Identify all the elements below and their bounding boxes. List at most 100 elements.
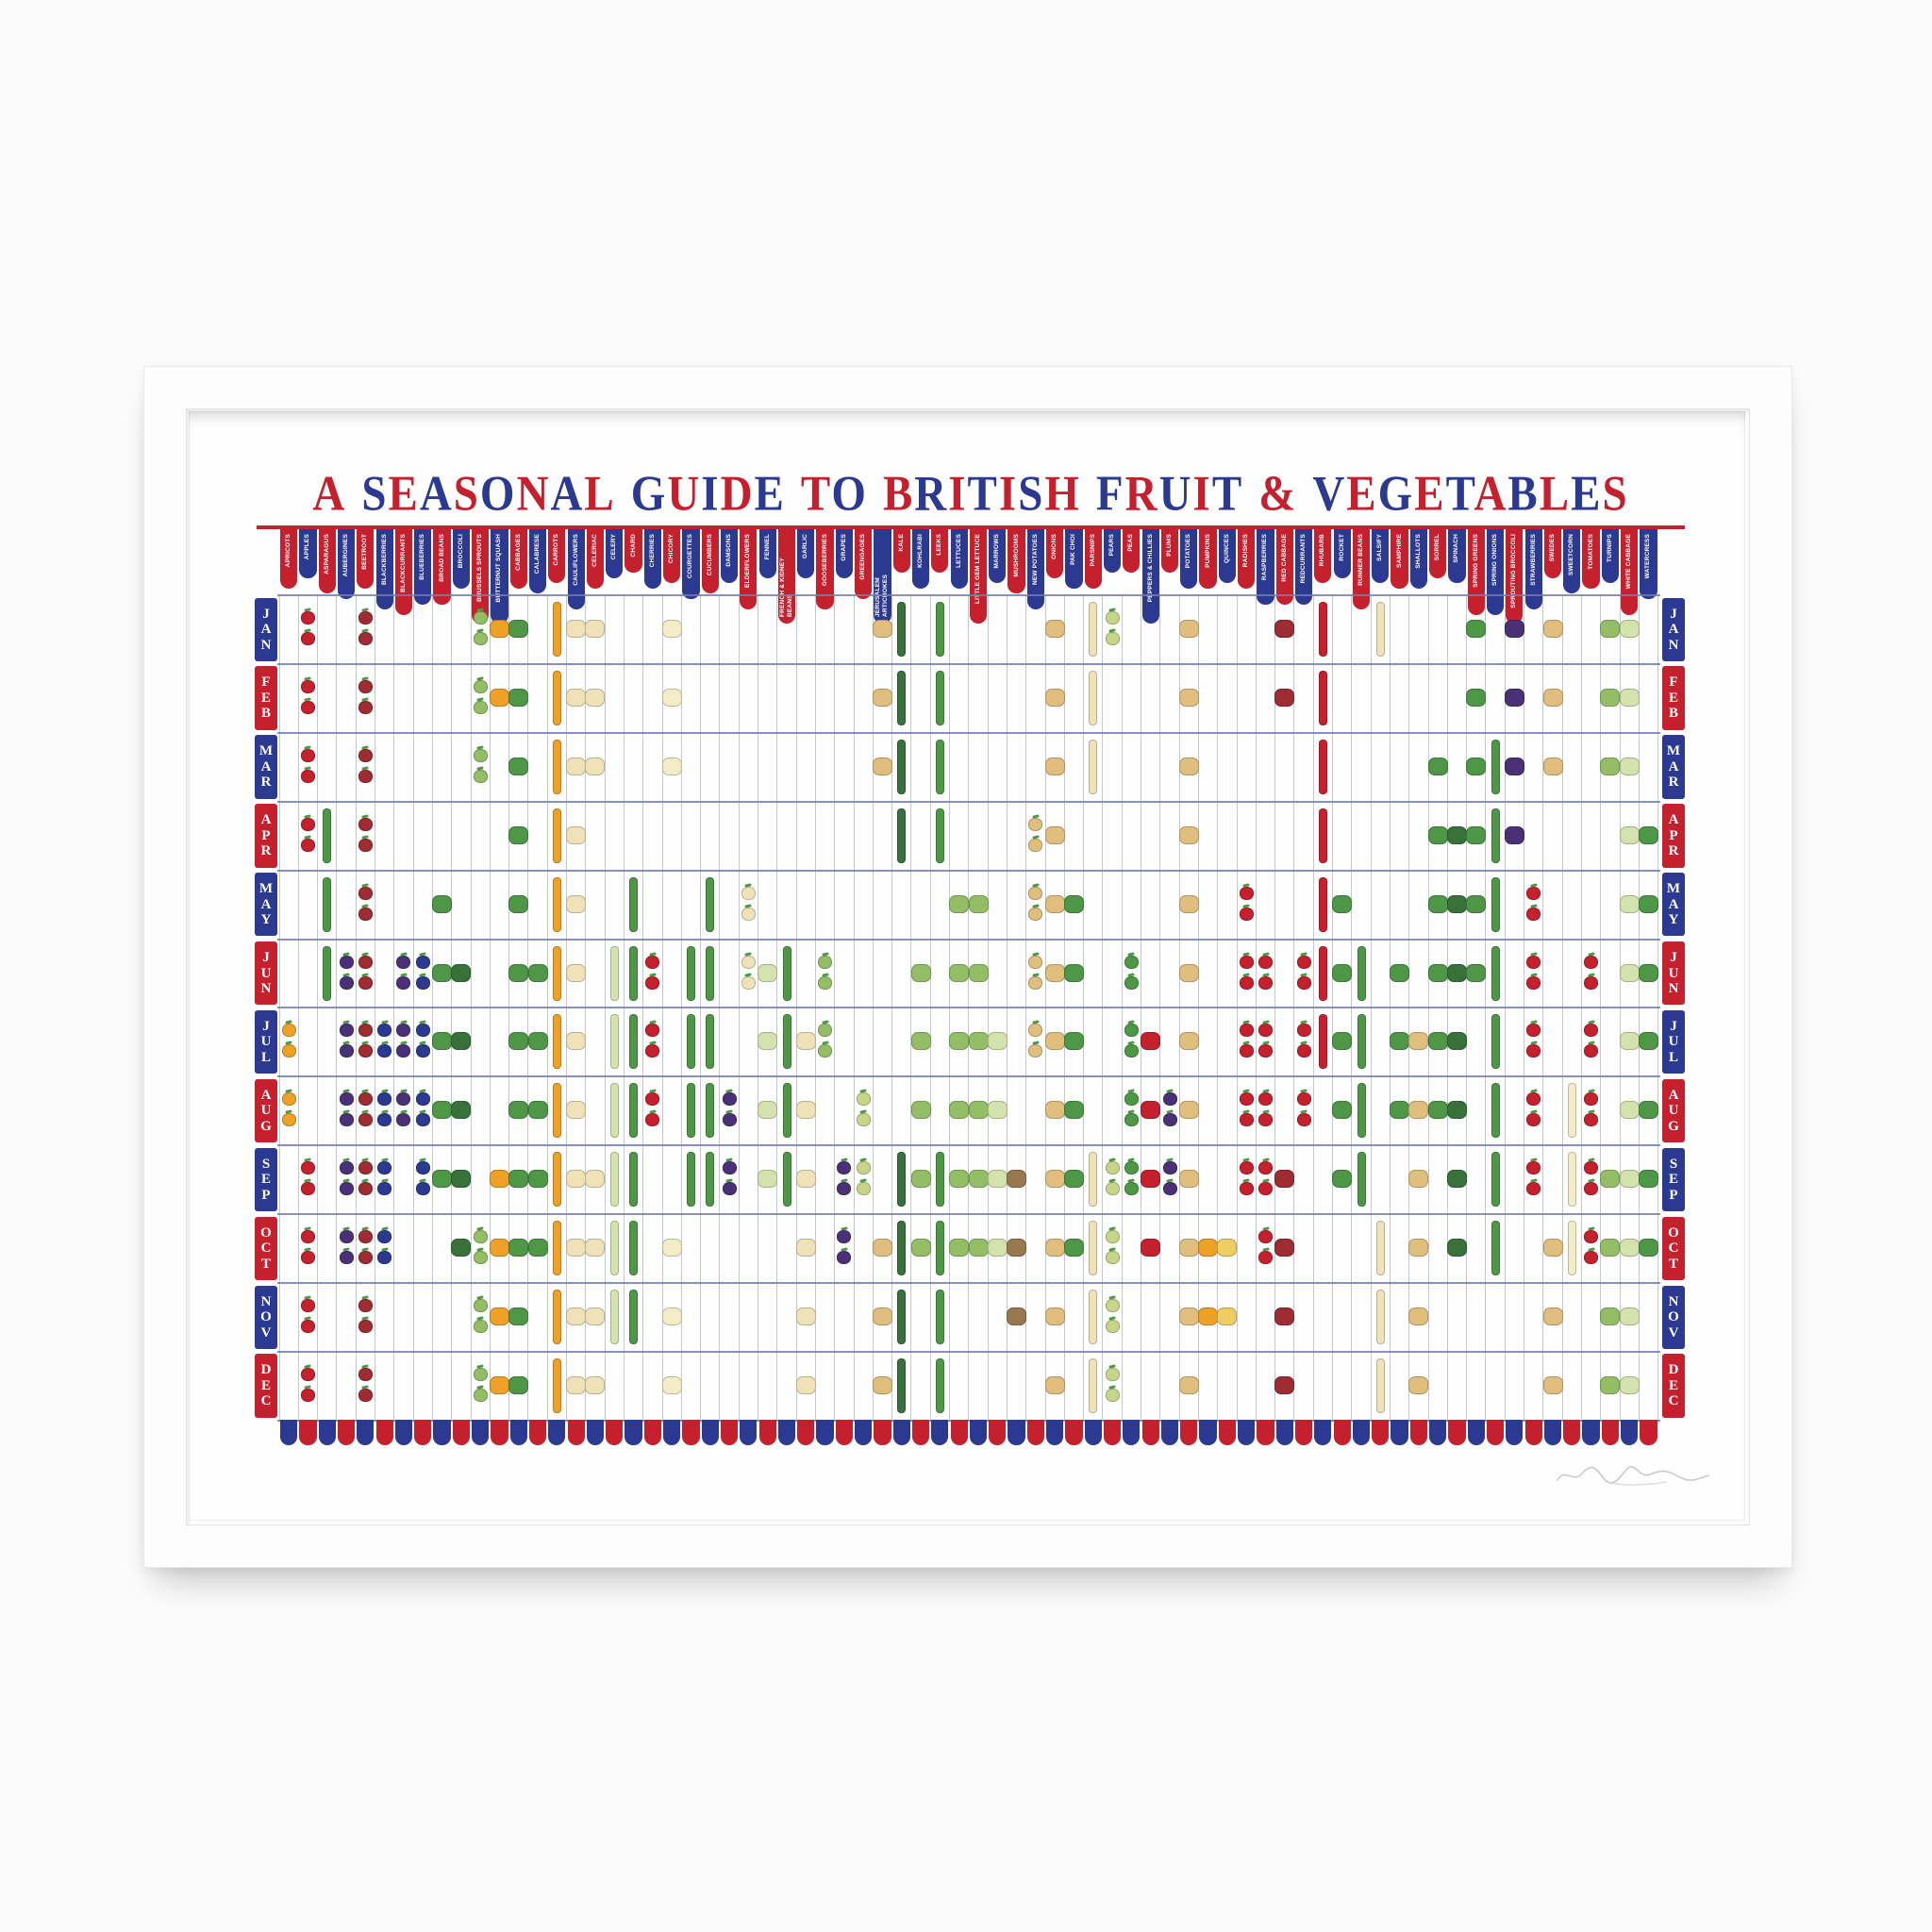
title-letter: V bbox=[1312, 466, 1347, 522]
season-icon bbox=[1584, 1251, 1599, 1265]
produce-ribbon-label: NEW POTATOES bbox=[1031, 534, 1039, 586]
month-letter: D bbox=[260, 1362, 272, 1378]
season-icon bbox=[1105, 632, 1120, 645]
month-letter: U bbox=[1668, 1034, 1679, 1050]
season-icon bbox=[527, 1239, 548, 1257]
season-icon bbox=[451, 1101, 472, 1120]
season-icon bbox=[1466, 688, 1487, 707]
produce-ribbon: WATERCRESS bbox=[1640, 529, 1657, 599]
season-icon bbox=[609, 1014, 619, 1070]
season-icon bbox=[1332, 1101, 1353, 1120]
produce-ribbon: CUCUMBERS bbox=[701, 529, 719, 594]
produce-ribbon-label: RUNNER BEANS bbox=[1357, 534, 1364, 586]
produce-ribbon: GOOSEBERRIES bbox=[816, 529, 834, 610]
scallop-nub bbox=[797, 1419, 815, 1445]
season-icon bbox=[585, 620, 606, 638]
title-letter: E bbox=[1414, 466, 1446, 522]
season-icon bbox=[686, 1152, 695, 1208]
season-icon bbox=[1274, 620, 1295, 638]
season-icon bbox=[566, 1101, 587, 1120]
season-icon bbox=[1408, 1101, 1429, 1120]
scallop-nub bbox=[394, 1419, 413, 1445]
produce-ribbon-label: WATERCRESS bbox=[1644, 534, 1652, 579]
produce-ribbon: SALSIFY bbox=[1372, 529, 1390, 584]
season-icon bbox=[758, 1032, 778, 1051]
produce-ribbon-label: PUMPKINS bbox=[1204, 534, 1211, 568]
season-icon bbox=[1044, 894, 1065, 913]
season-icon bbox=[1239, 955, 1254, 969]
season-icon bbox=[473, 679, 488, 693]
month-letter: S bbox=[1669, 1156, 1678, 1172]
produce-ribbon-label: BLACKBERRIES bbox=[380, 534, 388, 586]
season-icon bbox=[585, 1375, 606, 1394]
month-letter: O bbox=[1668, 1224, 1679, 1241]
season-icon bbox=[1178, 894, 1199, 913]
season-icon bbox=[1491, 945, 1500, 1001]
season-icon bbox=[1504, 620, 1524, 638]
produce-ribbon: SORREL bbox=[1429, 529, 1447, 578]
title-letter: A bbox=[550, 466, 585, 522]
month-letter: U bbox=[1668, 965, 1679, 981]
season-icon bbox=[856, 1182, 871, 1196]
season-icon bbox=[1028, 907, 1043, 921]
season-icon bbox=[1258, 1113, 1273, 1127]
month-letter: T bbox=[1668, 1256, 1678, 1272]
season-icon bbox=[1296, 1044, 1311, 1058]
month-letter: F bbox=[1669, 675, 1678, 691]
grid-hline bbox=[277, 1213, 1660, 1216]
season-icon bbox=[1447, 825, 1467, 844]
scallop-nub bbox=[1257, 1419, 1274, 1445]
produce-ribbon-label: GREENGAGES bbox=[859, 534, 867, 580]
season-icon bbox=[661, 757, 682, 775]
produce-ribbon-label: TURNIPS bbox=[1606, 534, 1613, 562]
month-letter: Y bbox=[260, 912, 272, 928]
season-icon bbox=[795, 1239, 816, 1257]
scallop-nub bbox=[318, 1419, 336, 1445]
season-icon bbox=[935, 1357, 944, 1413]
season-icon bbox=[935, 739, 944, 794]
produce-ribbon: LEEKS bbox=[931, 529, 949, 573]
month-letter: U bbox=[260, 1103, 272, 1119]
season-icon bbox=[897, 808, 907, 863]
season-icon bbox=[1178, 1375, 1199, 1394]
produce-ribbon: SPROUTING BROCCOLI bbox=[1506, 529, 1524, 624]
produce-ribbon: ONIONS bbox=[1046, 529, 1064, 578]
season-icon bbox=[1296, 975, 1311, 990]
season-icon bbox=[1427, 825, 1448, 844]
produce-ribbon: PARSNIPS bbox=[1084, 529, 1102, 589]
produce-ribbon-label: MUSHROOMS bbox=[1012, 534, 1020, 577]
produce-ribbon-label: MARROWS bbox=[993, 534, 1001, 569]
scallop-nub bbox=[1601, 1419, 1619, 1445]
season-icon bbox=[473, 1367, 488, 1381]
title-letter: A bbox=[1474, 466, 1508, 522]
season-icon bbox=[686, 1083, 695, 1139]
season-icon bbox=[949, 1101, 970, 1120]
season-icon bbox=[1089, 739, 1098, 794]
season-icon bbox=[897, 670, 907, 725]
title-letter: B bbox=[882, 466, 915, 522]
season-icon bbox=[1357, 1014, 1366, 1070]
produce-ribbon: RED CABBAGE bbox=[1275, 529, 1293, 605]
produce-ribbon: APPLES bbox=[299, 529, 317, 578]
season-icon bbox=[473, 632, 488, 645]
season-icon bbox=[1526, 1024, 1541, 1038]
month-letter: R bbox=[1668, 843, 1679, 859]
season-icon bbox=[987, 1239, 1008, 1257]
season-icon bbox=[508, 1101, 529, 1120]
header-band-line bbox=[257, 525, 1685, 529]
season-icon bbox=[1124, 1113, 1139, 1127]
scallop-nub bbox=[357, 1419, 375, 1445]
scallop-nub bbox=[606, 1419, 624, 1445]
season-icon bbox=[300, 632, 315, 645]
title-letter: O bbox=[831, 466, 868, 522]
season-icon bbox=[1105, 611, 1120, 625]
season-icon bbox=[1141, 1170, 1161, 1189]
season-icon bbox=[795, 1307, 816, 1325]
season-icon bbox=[837, 1251, 852, 1265]
season-icon bbox=[1332, 894, 1353, 913]
season-icon bbox=[1526, 955, 1541, 969]
season-icon bbox=[1491, 1152, 1500, 1208]
